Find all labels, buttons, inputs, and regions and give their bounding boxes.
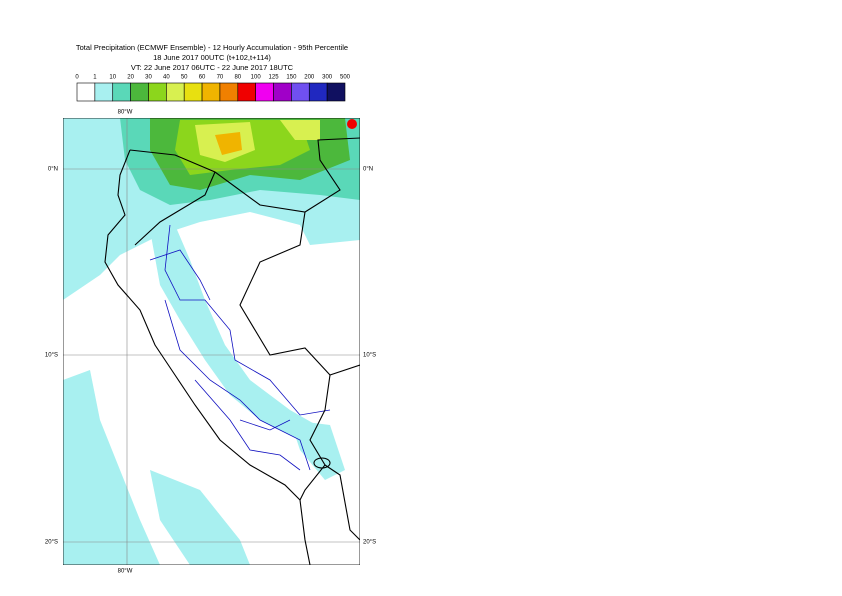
lon-label: 80°W xyxy=(118,110,133,116)
legend-label: 300 xyxy=(322,75,333,81)
legend-label: 10 xyxy=(109,75,116,81)
legend-swatch xyxy=(183,82,203,102)
valid-time: VT: 22 June 2017 06UTC - 22 June 2017 18… xyxy=(131,63,294,72)
legend-swatch xyxy=(112,82,131,102)
lat-label: 0°N xyxy=(363,167,373,173)
legend-label: 60 xyxy=(199,75,206,81)
title: Total Precipitation (ECMWF Ensemble) - 1… xyxy=(76,43,348,52)
legend-swatch xyxy=(76,82,96,102)
legend-label: 100 xyxy=(251,75,262,81)
lat-label: 20°S xyxy=(45,540,58,546)
legend-label: 50 xyxy=(181,75,188,81)
lat-label: 20°S xyxy=(363,540,376,546)
base-time: 18 June 2017 00UTC (t+102,t+114) xyxy=(153,53,271,62)
legend-swatch xyxy=(237,82,256,102)
legend-label: 500 xyxy=(340,75,351,81)
legend-swatch xyxy=(148,82,167,102)
lat-label: 0°N xyxy=(48,167,58,173)
legend-swatch xyxy=(94,82,114,102)
legend-label: 1 xyxy=(93,75,97,81)
lat-label: 10°S xyxy=(45,353,58,359)
legend-swatch xyxy=(291,82,310,102)
legend: 0 1 10 20 30 40 50 60 70 80 100 125 150 200 300 500 xyxy=(75,75,351,102)
legend-label: 0 xyxy=(75,75,79,81)
lat-label: 10°S xyxy=(363,353,376,359)
lon-label: 80°W xyxy=(118,569,133,575)
legend-label: 30 xyxy=(145,75,152,81)
legend-swatch xyxy=(308,82,328,102)
legend-label: 80 xyxy=(234,75,241,81)
legend-swatch xyxy=(130,82,149,102)
legend-swatch xyxy=(166,82,185,102)
legend-swatch xyxy=(255,82,274,102)
legend-label: 70 xyxy=(217,75,224,81)
legend-label: 150 xyxy=(286,75,297,81)
legend-swatch xyxy=(326,82,346,102)
lat-labels: 0°N 10°S 20°S 0°N 10°S 20°S xyxy=(45,167,376,546)
legend-label: 200 xyxy=(304,75,315,81)
legend-label: 20 xyxy=(127,75,134,81)
legend-swatch xyxy=(219,82,239,102)
legend-swatch xyxy=(201,82,221,102)
legend-label: 40 xyxy=(163,75,170,81)
legend-label: 125 xyxy=(269,75,280,81)
map xyxy=(63,118,360,565)
legend-swatch xyxy=(273,82,292,102)
